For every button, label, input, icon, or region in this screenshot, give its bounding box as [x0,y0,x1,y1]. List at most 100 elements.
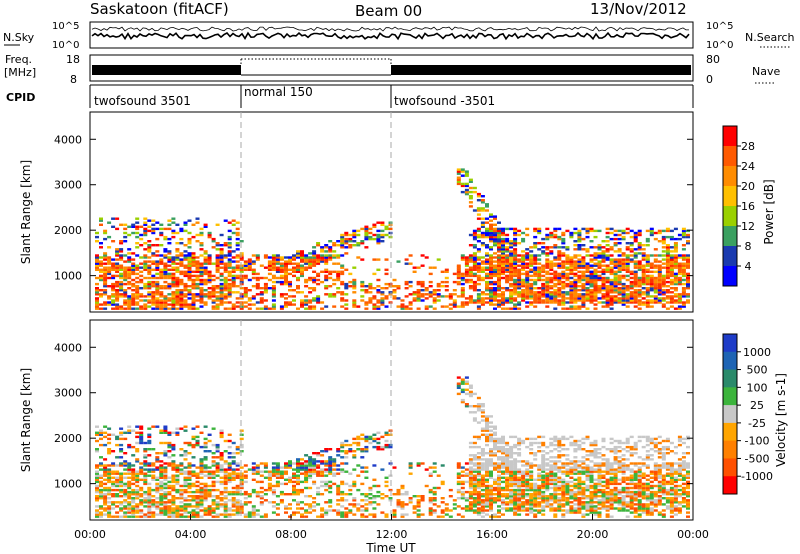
data-cell [673,280,678,284]
data-cell [537,293,542,296]
data-cell [155,289,160,292]
data-cell [625,262,630,265]
data-cell [111,274,116,278]
data-cell [300,264,304,267]
data-cell [163,256,168,259]
data-cell [271,472,276,475]
data-cell [436,258,441,261]
data-cell [296,278,300,282]
data-cell [613,244,618,247]
data-cell [352,231,357,235]
data-cell [215,223,220,226]
power-colorbar-label: Power [dB] [762,179,776,244]
data-cell [493,229,497,233]
data-cell [665,248,670,251]
data-cell [119,501,124,504]
data-cell [621,299,626,302]
data-cell [384,297,389,300]
data-cell [199,488,204,492]
data-cell [517,480,522,484]
data-cell [472,480,477,484]
data-cell [352,303,357,306]
data-cell [412,299,417,302]
data-cell [159,299,164,302]
data-cell [247,297,252,300]
data-cell [159,276,164,280]
data-cell [155,297,160,300]
data-cell [284,472,288,475]
data-cell [517,441,522,445]
data-cell [533,299,538,302]
data-cell [493,464,497,467]
data-cell [187,503,192,506]
data-cell [308,464,313,467]
data-cell [111,480,116,484]
data-cell [661,297,666,300]
data-cell [360,499,365,502]
data-cell [645,305,650,308]
data-cell [312,270,317,273]
data-cell [529,270,534,273]
data-cell [324,305,329,308]
data-cell [537,278,542,282]
data-cell [352,441,357,445]
data-cell [513,509,518,512]
data-cell [127,509,132,512]
data-cell [183,301,188,304]
data-cell [243,490,248,494]
data-cell [416,495,421,498]
data-cell [416,505,421,508]
data-cell [501,462,505,465]
data-cell [665,289,670,292]
data-cell [147,299,152,302]
noise-right-label: N.Search [745,31,795,44]
data-cell [167,237,172,241]
data-cell [501,441,505,445]
data-cell [243,503,248,506]
data-cell [505,470,510,473]
data-cell [513,501,518,504]
data-cell [649,289,654,292]
data-cell [143,227,148,231]
data-cell [440,270,445,273]
data-cell [111,285,116,288]
data-cell [304,470,309,473]
data-cell [284,282,288,286]
data-cell [533,278,538,282]
data-cell [135,254,140,257]
y-tick-label: 3000 [54,179,82,192]
data-cell [597,270,602,273]
data-cell [316,474,321,477]
data-cell [396,505,401,508]
data-cell [529,484,534,488]
data-cell [147,246,152,249]
data-cell [187,305,192,308]
data-cell [292,274,296,278]
data-cell [501,233,505,237]
data-cell [271,260,276,263]
data-cell [525,480,530,484]
data-cell [115,285,120,288]
data-cell [513,480,518,484]
data-cell [476,209,481,212]
data-cell [384,484,389,488]
data-cell [328,293,333,296]
data-cell [215,495,220,498]
data-cell [593,280,598,284]
data-cell [155,262,160,265]
data-cell [585,289,590,292]
data-cell [163,266,168,269]
data-cell [593,274,598,278]
data-cell [621,254,626,257]
data-cell [581,299,586,302]
data-cell [159,227,164,231]
data-cell [569,260,574,263]
data-cell [239,297,244,300]
data-cell [480,270,485,273]
data-cell [199,505,204,508]
data-cell [215,297,220,300]
data-cell [151,425,156,428]
data-cell [227,293,232,296]
data-cell [143,450,148,453]
data-cell [485,417,489,420]
